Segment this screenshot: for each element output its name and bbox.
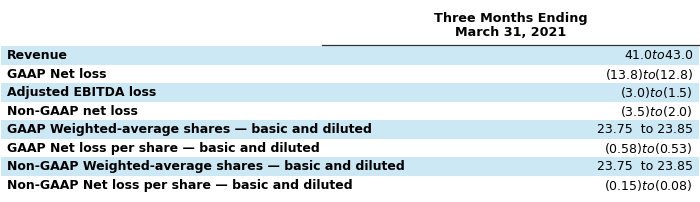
Text: 23.75  to 23.85: 23.75 to 23.85	[597, 123, 693, 136]
Bar	[1, 83, 699, 102]
Text: March 31, 2021: March 31, 2021	[455, 26, 566, 39]
Text: ($0.15) to ($0.08): ($0.15) to ($0.08)	[604, 178, 693, 193]
Bar	[1, 46, 699, 65]
Text: Non-GAAP Weighted-average shares — basic and diluted: Non-GAAP Weighted-average shares — basic…	[7, 160, 405, 173]
Text: GAAP Weighted-average shares — basic and diluted: GAAP Weighted-average shares — basic and…	[7, 123, 372, 136]
Bar	[1, 120, 699, 139]
Text: GAAP Net loss: GAAP Net loss	[7, 67, 106, 81]
Text: Three Months Ending: Three Months Ending	[433, 12, 587, 25]
Text: ($0.58) to ($0.53): ($0.58) to ($0.53)	[604, 141, 693, 156]
Text: ($3.0) to ($1.5): ($3.0) to ($1.5)	[620, 85, 693, 100]
Text: ($13.8) to ($12.8): ($13.8) to ($12.8)	[605, 66, 693, 81]
Bar	[1, 157, 699, 176]
Text: $41.0  to $43.0: $41.0 to $43.0	[624, 49, 693, 62]
Text: Adjusted EBITDA loss: Adjusted EBITDA loss	[7, 86, 156, 99]
Text: Non-GAAP net loss: Non-GAAP net loss	[7, 105, 138, 118]
Text: ($3.5) to ($2.0): ($3.5) to ($2.0)	[620, 104, 693, 119]
Text: 23.75  to 23.85: 23.75 to 23.85	[597, 160, 693, 173]
Text: GAAP Net loss per share — basic and diluted: GAAP Net loss per share — basic and dilu…	[7, 142, 320, 155]
Text: Revenue: Revenue	[7, 49, 68, 62]
Text: Non-GAAP Net loss per share — basic and diluted: Non-GAAP Net loss per share — basic and …	[7, 179, 353, 192]
